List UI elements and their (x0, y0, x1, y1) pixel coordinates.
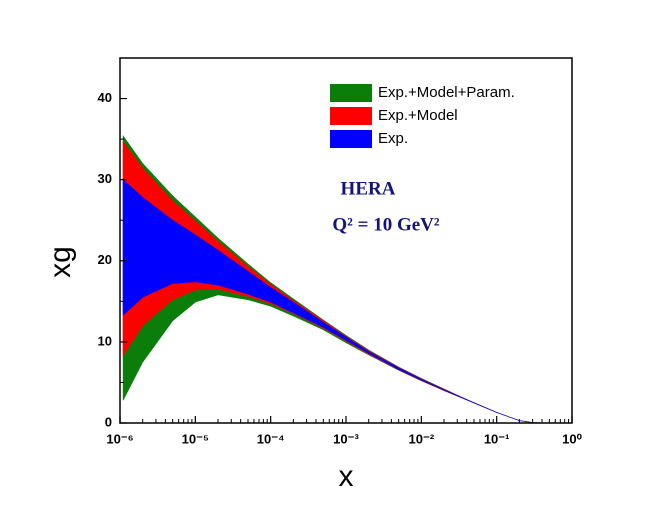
y-axis-label: xg (44, 246, 77, 278)
annotation: Q² = 10 GeV² (332, 214, 439, 235)
x-tick-label: 10⁻¹ (484, 431, 510, 446)
y-tick-label: 20 (98, 252, 112, 267)
annotation: HERA (341, 178, 396, 199)
y-tick-label: 40 (98, 90, 112, 105)
x-tick-label: 10⁻⁴ (257, 431, 285, 446)
x-tick-label: 10⁻⁵ (182, 431, 209, 446)
legend-swatch (330, 107, 372, 125)
y-tick-label: 0 (105, 414, 112, 429)
x-tick-label: 10⁻³ (333, 431, 359, 446)
y-tick-label: 10 (98, 333, 112, 348)
y-tick-label: 30 (98, 171, 112, 186)
x-axis-label: x (339, 460, 354, 493)
legend-label: Exp.+Model+Param. (378, 84, 515, 101)
x-tick-label: 10⁻² (409, 431, 435, 446)
legend-label: Exp. (378, 130, 408, 147)
x-tick-label: 10⁻⁶ (106, 431, 133, 446)
x-tick-label: 10⁰ (562, 431, 582, 446)
legend-swatch (330, 84, 372, 102)
legend-swatch (330, 130, 372, 148)
legend-label: Exp.+Model (378, 107, 458, 124)
